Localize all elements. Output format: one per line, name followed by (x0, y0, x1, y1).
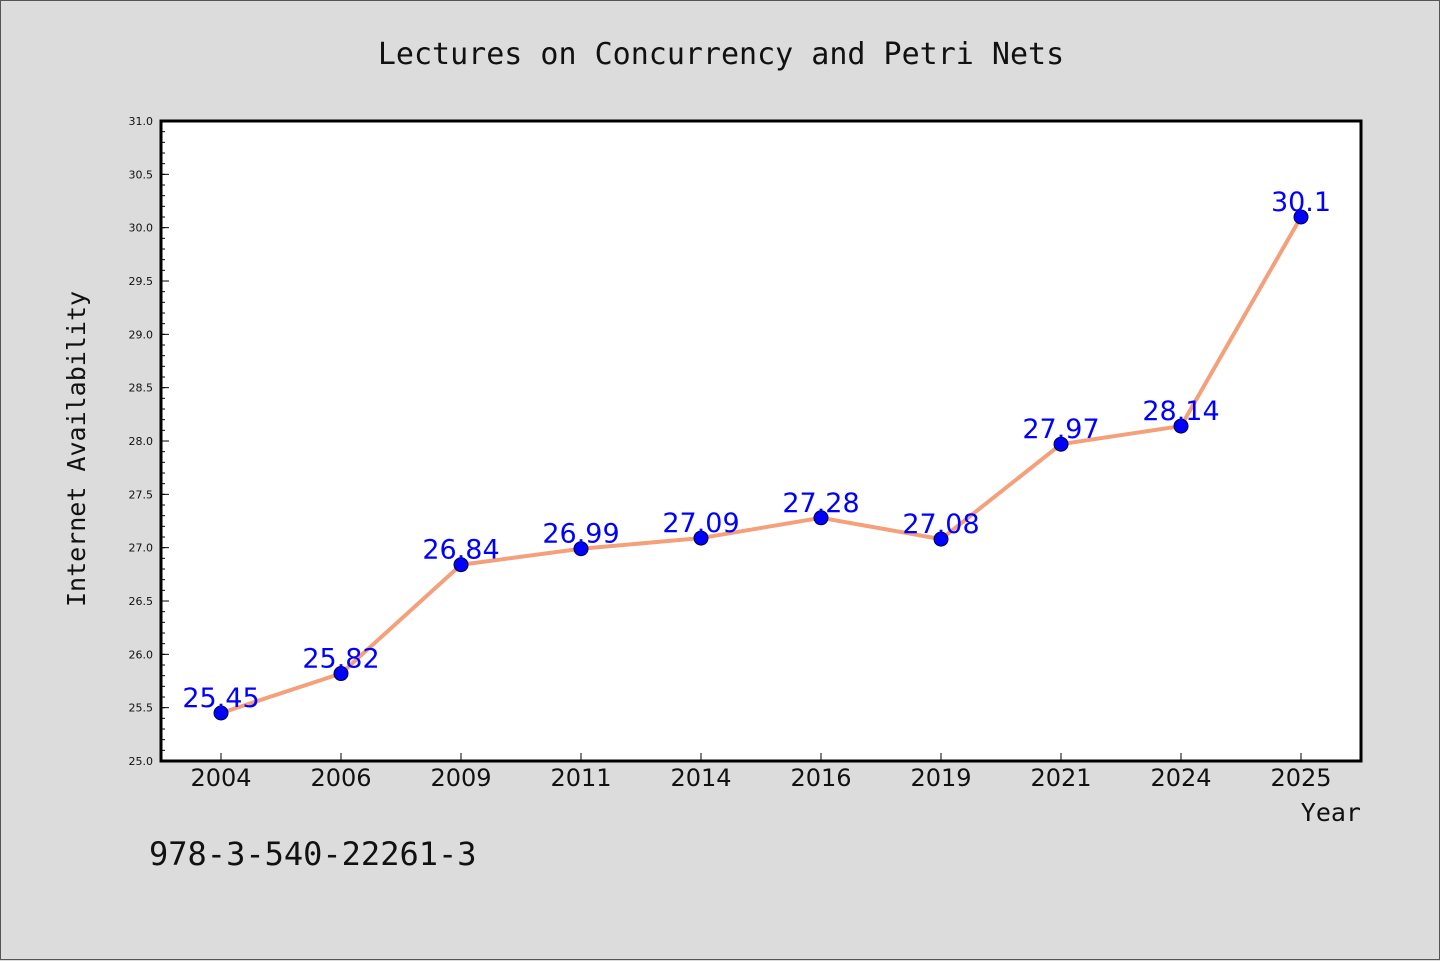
series-line (219, 215, 1303, 715)
footnote-isbn: 978-3-540-22261-3 (149, 835, 477, 873)
data-label: 27.97 (1022, 414, 1099, 445)
data-point (213, 705, 229, 721)
x-tick-label: 2004 (190, 764, 251, 792)
y-tick-label: 29.0 (129, 328, 154, 341)
x-tick-label: 2024 (1150, 764, 1211, 792)
x-axis: 2004 2006 2009 2011 2014 2016 2019 2021 2024 2025 (190, 753, 1332, 792)
x-tick-label: 2016 (790, 764, 851, 792)
y-tick-label: 25.0 (129, 755, 154, 768)
series-layer: 25.45 25.82 26.84 26.99 27.09 27.28 27.08 27.97… (182, 187, 1331, 721)
data-label: 30.1 (1271, 187, 1331, 218)
x-tick-label: 2006 (310, 764, 371, 792)
data-label: 27.28 (782, 488, 859, 519)
y-tick-label: 28.0 (129, 435, 154, 448)
y-tick-label: 25.5 (129, 702, 154, 715)
data-label: 28.14 (1142, 396, 1219, 427)
data-label: 26.99 (542, 519, 619, 550)
y-tick-label: 27.0 (129, 542, 154, 555)
data-point (1173, 418, 1189, 434)
data-label: 25.45 (182, 683, 259, 714)
y-tick-label: 31.0 (129, 115, 154, 128)
y-tick-label: 30.5 (129, 168, 154, 181)
data-label: 25.82 (302, 644, 379, 675)
y-tick-label: 30.0 (129, 222, 154, 235)
x-tick-label: 2014 (670, 764, 731, 792)
data-point (333, 666, 349, 682)
y-tick-label: 26.5 (129, 595, 154, 608)
data-point (1293, 209, 1309, 225)
x-tick-label: 2009 (430, 764, 491, 792)
data-label: 27.08 (902, 509, 979, 540)
data-point (693, 530, 709, 546)
y-tick-label: 28.5 (129, 382, 154, 395)
data-point (573, 541, 589, 557)
y-tick-label: 27.5 (129, 488, 154, 501)
data-point (1053, 436, 1069, 452)
chart-title: Lectures on Concurrency and Petri Nets (378, 37, 1064, 72)
x-tick-label: 2019 (910, 764, 971, 792)
data-label: 27.09 (662, 508, 739, 539)
y-axis-label: Internet Availability (62, 291, 91, 607)
data-point (813, 510, 829, 526)
x-axis-label: Year (1301, 798, 1361, 827)
x-tick-label: 2025 (1270, 764, 1331, 792)
data-point (453, 557, 469, 573)
x-tick-label: 2011 (550, 764, 611, 792)
data-point (933, 531, 949, 547)
y-tick-label: 26.0 (129, 648, 154, 661)
y-tick-label: 29.5 (129, 275, 154, 288)
data-label: 26.84 (422, 535, 499, 566)
x-tick-label: 2021 (1030, 764, 1091, 792)
y-axis: 25.0 25.5 26.0 26.5 27.0 27.5 28.0 28.5 29.0 29.5… (129, 115, 169, 768)
